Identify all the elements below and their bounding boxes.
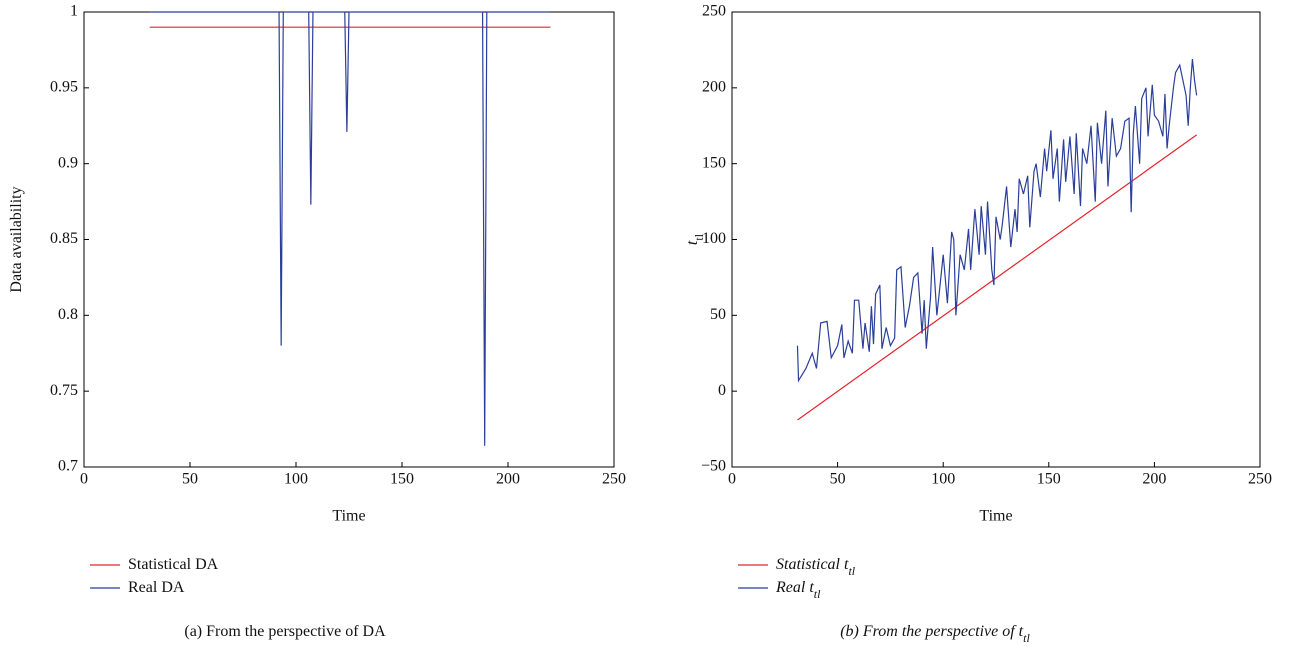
italic-symbol: t xyxy=(809,579,814,596)
legend-label: Real DA xyxy=(128,579,185,596)
legend-label-main: Statistical t xyxy=(776,556,849,573)
plot-frame xyxy=(83,11,615,468)
y-tick-label: 0.85 xyxy=(50,230,78,247)
legend-label: Real ttl xyxy=(775,579,821,601)
legend-label-sub: tl xyxy=(848,564,855,578)
caption: (b) From the perspective of ttl xyxy=(840,623,1030,645)
legend-label-sub: tl xyxy=(814,587,821,601)
x-axis-label: Time xyxy=(979,508,1012,525)
legend-label-main: Statistical DA xyxy=(128,556,219,573)
x-tick-label: 100 xyxy=(284,471,308,488)
legend-label-main: Real DA xyxy=(128,579,185,596)
y-axis-label-main: Data availability xyxy=(8,186,25,292)
italic-symbol: t xyxy=(844,556,849,573)
data-line xyxy=(149,11,551,446)
caption: (a) From the perspective of DA xyxy=(184,623,386,640)
y-axis-label: Data availability xyxy=(8,186,25,292)
x-tick-label: 50 xyxy=(182,471,198,488)
x-tick-label: 250 xyxy=(602,471,626,488)
italic-symbol: t xyxy=(1019,623,1024,640)
y-tick-label: 0.8 xyxy=(58,306,78,323)
plot-frame xyxy=(731,11,1261,468)
x-tick-label: 150 xyxy=(1037,471,1061,488)
y-tick-label: 0.75 xyxy=(50,382,78,399)
x-tick-label: 100 xyxy=(931,471,955,488)
x-tick-label: 0 xyxy=(80,471,88,488)
legend-label: Statistical DA xyxy=(128,556,219,573)
data-line xyxy=(796,58,1198,383)
caption-sub: tl xyxy=(1023,631,1030,645)
legend-label: Statistical ttl xyxy=(776,556,856,578)
y-tick-label: 50 xyxy=(710,306,726,323)
y-tick-label: 250 xyxy=(702,3,726,20)
y-tick-label: 0.95 xyxy=(50,79,78,96)
y-tick-label: 200 xyxy=(702,79,726,96)
x-tick-label: 200 xyxy=(1142,471,1166,488)
data-line xyxy=(797,134,1197,421)
legend-label-main: Real t xyxy=(775,579,814,596)
x-tick-label: 50 xyxy=(830,471,846,488)
y-axis-label-sub: tl xyxy=(692,233,706,240)
x-axis-label: Time xyxy=(332,508,365,525)
y-tick-label: 150 xyxy=(702,154,726,171)
x-tick-label: 250 xyxy=(1248,471,1272,488)
y-tick-label: 100 xyxy=(702,230,726,247)
y-tick-label: 0.9 xyxy=(58,154,78,171)
x-tick-label: 150 xyxy=(390,471,414,488)
y-axis-label: ttl xyxy=(684,233,706,245)
y-tick-label: 0 xyxy=(718,382,726,399)
caption-main: (b) From the perspective of t xyxy=(840,623,1023,640)
x-tick-label: 200 xyxy=(496,471,520,488)
y-axis-label-main: t xyxy=(684,240,701,245)
y-tick-label: 1 xyxy=(70,3,78,20)
caption-main: (a) From the perspective of DA xyxy=(184,623,386,640)
x-tick-label: 0 xyxy=(728,471,736,488)
y-tick-label: 0.7 xyxy=(58,458,78,475)
y-tick-label: −50 xyxy=(701,458,726,475)
